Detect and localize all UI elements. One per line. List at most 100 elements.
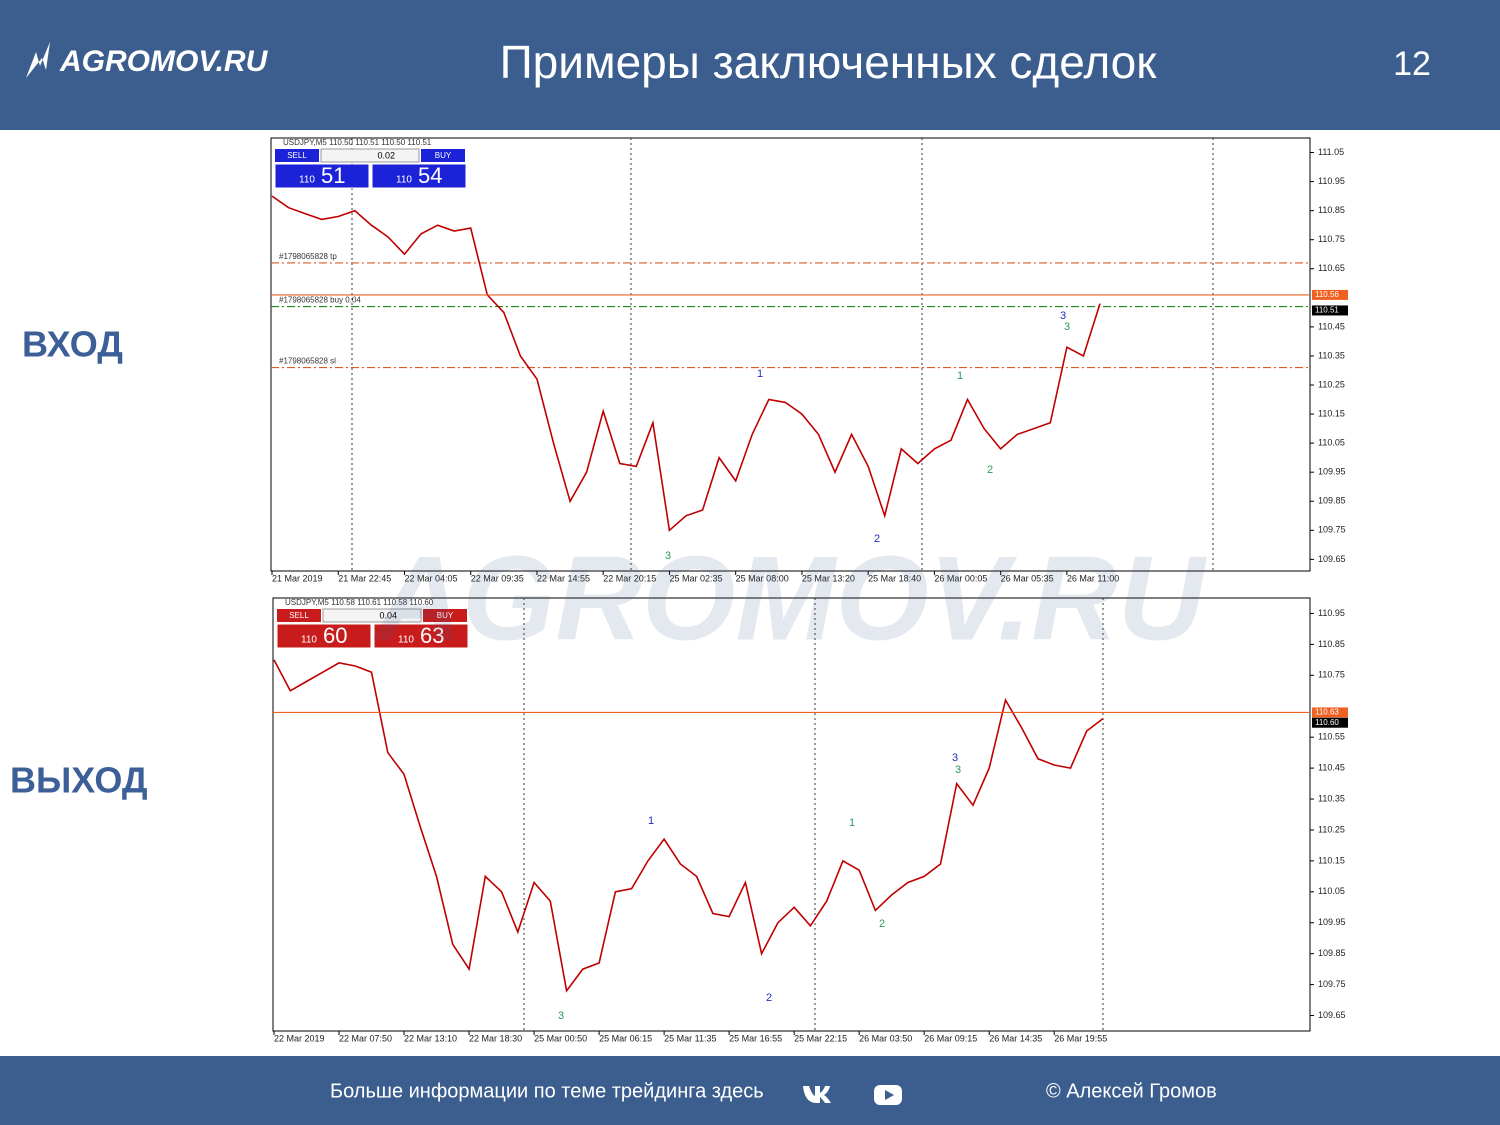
y-tick-label: 109.65: [1318, 1010, 1346, 1020]
ask-small: 110: [396, 175, 412, 186]
y-tick-label: 110.85: [1318, 205, 1345, 215]
ask-big: 54: [418, 163, 442, 188]
chart-frame: [270, 137, 1311, 572]
y-tick-label: 111.05: [1318, 147, 1344, 157]
wave-label: 3: [952, 752, 958, 764]
bid-tag: [1312, 707, 1348, 718]
bid-small: 110: [301, 635, 317, 646]
wave-label: 2: [879, 918, 885, 930]
slide-title: Примеры заключенных сделок: [500, 36, 1158, 88]
y-tick-label: 110.45: [1318, 321, 1345, 331]
logo: AGROMOV.RU: [59, 45, 269, 78]
footer-info: Больше информации по теме трейдинга здес…: [330, 1080, 764, 1102]
page-number: 12: [1393, 45, 1431, 83]
wave-label: 3: [1060, 310, 1066, 322]
order-label: #1798065828 tp: [279, 252, 337, 261]
y-tick-label: 110.85: [1318, 639, 1345, 649]
vk-icon[interactable]: [803, 1086, 831, 1103]
y-tick-label: 110.55: [1318, 732, 1345, 742]
ask-big: 63: [420, 623, 444, 648]
x-tick-label: 22 Mar 09:35: [471, 573, 524, 583]
footer-author: © Алексей Громов: [1046, 1080, 1217, 1102]
wave-label: 1: [957, 370, 963, 382]
wave-label: 2: [874, 533, 880, 545]
order-label: #1798065828 buy 0.04: [279, 296, 361, 305]
x-tick-label: 26 Mar 05:35: [1001, 573, 1054, 583]
bid-price: 110.63: [1315, 708, 1339, 717]
last-tag: [1312, 305, 1348, 316]
sell-text: SELL: [287, 151, 307, 160]
x-tick-label: 21 Mar 22:45: [338, 573, 391, 583]
x-tick-label: 25 Mar 00:50: [534, 1033, 587, 1043]
y-tick-label: 110.75: [1318, 670, 1345, 680]
y-tick-label: 110.75: [1318, 234, 1345, 244]
bid-big: 60: [323, 623, 347, 648]
last-price: 110.51: [1315, 306, 1339, 315]
bid-box: [276, 623, 372, 649]
y-tick-label: 109.95: [1318, 917, 1346, 927]
x-tick-label: 26 Mar 09:15: [924, 1033, 977, 1043]
y-tick-label: 110.25: [1318, 379, 1345, 389]
x-tick-label: 22 Mar 13:10: [404, 1033, 457, 1043]
ask-small: 110: [398, 635, 414, 646]
y-tick-label: 109.65: [1318, 554, 1346, 564]
last-price: 110.60: [1315, 718, 1339, 727]
wave-label: 1: [757, 368, 763, 380]
wave-label: 2: [766, 992, 772, 1004]
x-tick-label: 25 Mar 02:35: [669, 573, 722, 583]
x-tick-label: 26 Mar 03:50: [859, 1033, 912, 1043]
sell-text: SELL: [289, 611, 309, 620]
sell-button: [277, 609, 321, 622]
youtube-play: [885, 1090, 894, 1100]
wave-label: 1: [648, 815, 654, 827]
x-tick-label: 25 Mar 08:00: [736, 573, 789, 583]
x-tick-label: 21 Mar 2019: [272, 573, 323, 583]
price-line: [271, 195, 1101, 532]
x-tick-label: 25 Mar 11:35: [664, 1033, 716, 1043]
wave-label: 1: [849, 817, 855, 829]
footer-bar: [0, 1056, 1500, 1125]
header-bar: [0, 0, 1500, 130]
x-tick-label: 26 Mar 11:00: [1067, 573, 1119, 583]
y-tick-label: 109.95: [1318, 467, 1346, 477]
wave-label: 3: [955, 764, 961, 776]
last-tag: [1312, 717, 1348, 728]
y-tick-label: 110.45: [1318, 762, 1345, 772]
wave-label: 2: [987, 464, 993, 476]
bid-tag: [1312, 289, 1348, 300]
x-tick-label: 22 Mar 04:05: [404, 573, 457, 583]
y-tick-label: 110.35: [1318, 793, 1345, 803]
exit-label: ВЫХОД: [10, 760, 148, 801]
order-label: #1798065828 sl: [279, 357, 336, 366]
buy-button: [421, 149, 465, 162]
y-tick-label: 109.85: [1318, 948, 1346, 958]
watermark: AGROMOV.RU: [373, 532, 1208, 666]
y-tick-label: 110.65: [1318, 263, 1345, 273]
y-tick-label: 110.35: [1318, 350, 1345, 360]
bid-box: [274, 163, 370, 189]
x-tick-label: 22 Mar 20:15: [603, 573, 656, 583]
lot-box: [322, 608, 422, 623]
lot-text: 0.02: [377, 150, 395, 160]
symbol-info: USDJPY,M5 110.58 110.61 110.58 110.60: [285, 598, 434, 607]
buy-button: [423, 609, 467, 622]
sell-button: [275, 149, 319, 162]
x-tick-label: 26 Mar 00:05: [934, 573, 987, 583]
y-tick-label: 110.15: [1318, 855, 1345, 865]
ask-box: [371, 163, 467, 189]
y-tick-label: 110.95: [1318, 176, 1345, 186]
buy-text: BUY: [437, 611, 454, 620]
x-tick-label: 25 Mar 06:15: [599, 1033, 652, 1043]
y-tick-label: 110.15: [1318, 408, 1345, 418]
wave-label: 3: [665, 550, 671, 562]
x-tick-label: 25 Mar 13:20: [802, 573, 855, 583]
x-tick-label: 22 Mar 14:55: [537, 573, 590, 583]
wave-label: 3: [1064, 321, 1070, 333]
wave-label: 3: [558, 1010, 564, 1022]
lot-box: [320, 148, 420, 163]
x-tick-label: 25 Mar 22:15: [794, 1033, 847, 1043]
x-tick-label: 22 Mar 2019: [274, 1033, 325, 1043]
lot-text: 0.04: [379, 610, 397, 620]
entry-label: ВХОД: [22, 324, 123, 365]
